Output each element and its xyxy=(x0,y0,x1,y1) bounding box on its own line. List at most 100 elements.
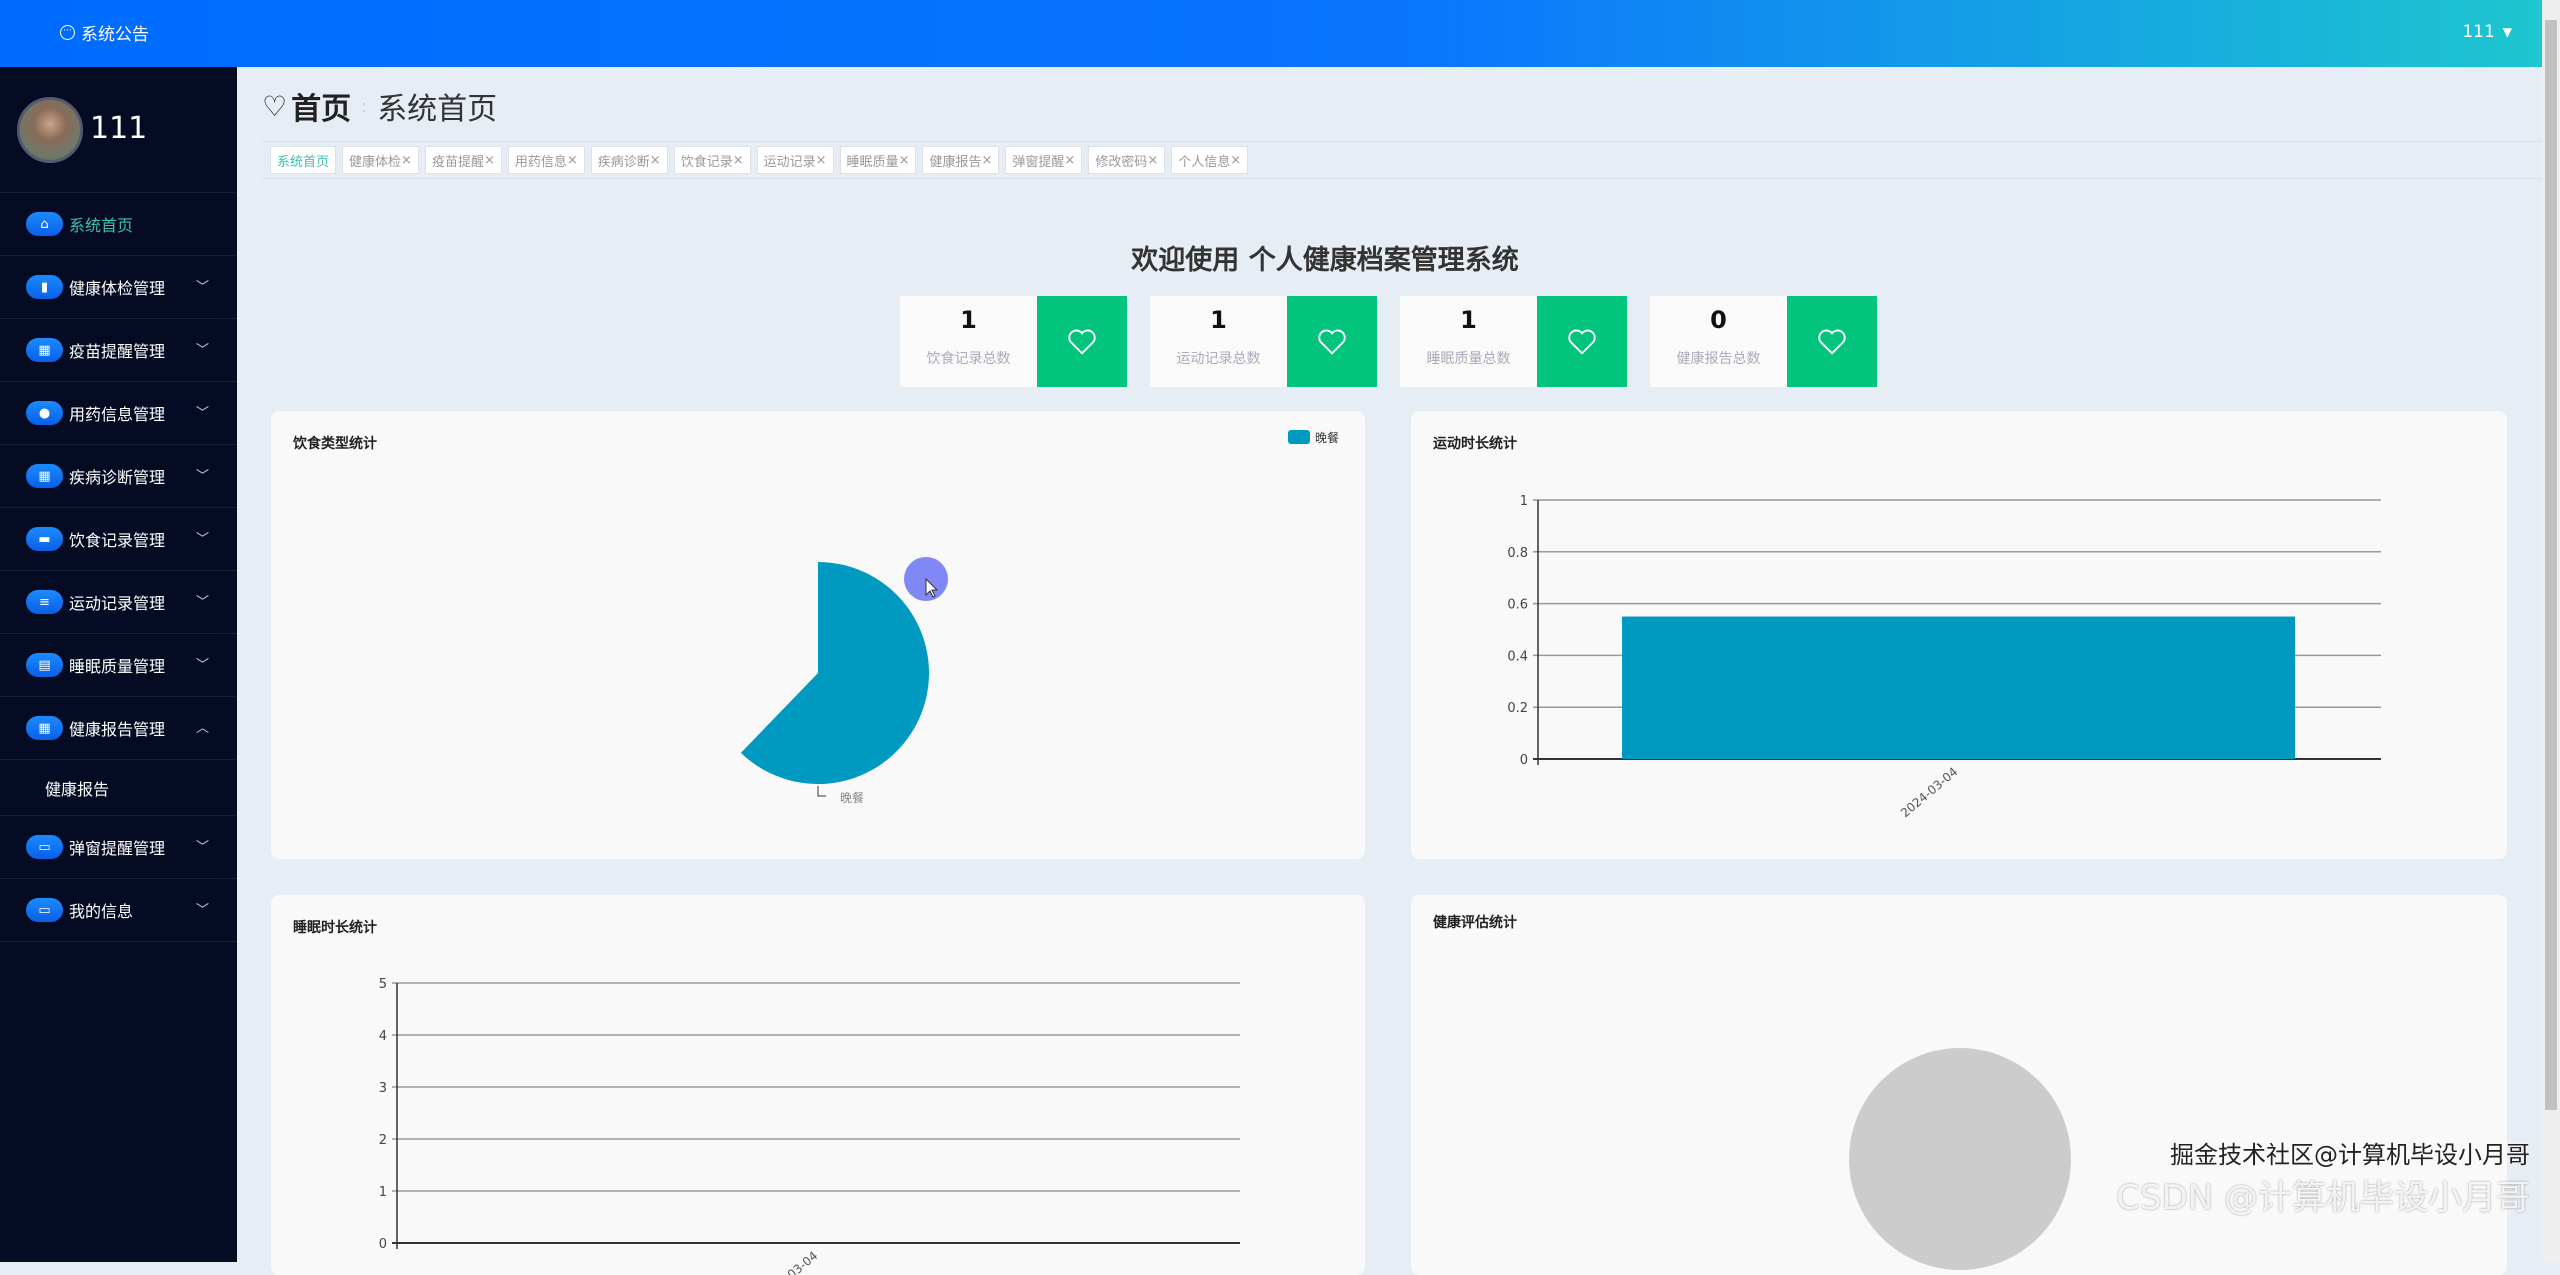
sidebar-item-label: 饮食记录管理 xyxy=(69,531,166,550)
chevron-down-icon: ﹀ xyxy=(196,595,210,610)
empty-pie xyxy=(1849,1048,2071,1270)
tab-6[interactable]: 运动记录 × xyxy=(756,146,834,174)
tab-0[interactable]: 系统首页 xyxy=(270,146,337,174)
y-tick-label: 1 xyxy=(379,1185,387,1200)
close-icon[interactable]: × xyxy=(981,152,993,168)
message-icon: ··· xyxy=(60,25,75,40)
tab-label: 健康报告 xyxy=(929,154,982,170)
tab-2[interactable]: 疫苗提醒 × xyxy=(424,146,502,174)
sidebar-item-label: 我的信息 xyxy=(69,902,134,921)
sidebar-item-4[interactable]: ▦ 疾病诊断管理 ﹀ xyxy=(0,445,237,508)
top-header: ··· 系统公告 111 ▼ xyxy=(0,0,2542,67)
pie-label-line xyxy=(817,786,826,797)
stat-card: 1 运动记录总数 xyxy=(1150,296,1377,387)
y-tick-label: 3 xyxy=(379,1081,387,1096)
chevron-up-icon: ︿ xyxy=(196,721,210,736)
tab-11[interactable]: 个人信息 × xyxy=(1171,146,1249,174)
sidebar-item-5[interactable]: ▬ 饮食记录管理 ﹀ xyxy=(0,508,237,571)
tab-9[interactable]: 弹窗提醒 × xyxy=(1005,146,1083,174)
close-icon[interactable]: × xyxy=(566,152,578,168)
close-icon[interactable]: × xyxy=(1064,152,1076,168)
heart-icon: ♡ xyxy=(262,89,288,123)
watermark-juejin: 掘金技术社区@计算机毕设小月哥 xyxy=(2170,1141,2530,1169)
stat-card: 1 饮食记录总数 xyxy=(900,296,1127,387)
breadcrumb-home[interactable]: 首页 xyxy=(291,92,352,127)
sidebar-item-label: 系统首页 xyxy=(69,216,134,235)
tab-1[interactable]: 健康体检 × xyxy=(342,146,419,174)
close-icon[interactable]: × xyxy=(483,152,495,168)
watermark-csdn: CSDN @计算机毕设小月哥 xyxy=(2116,1178,2530,1218)
sidebar: 111 ⌂ 系统首页 ▮ 健康体检管理 ﹀ ▦ 疫苗提醒管理 ﹀ ● 用药信息管理 ﹀ ▦ 疾病诊断管理… xyxy=(0,67,237,1262)
sidebar-item-0[interactable]: ⌂ 系统首页 xyxy=(0,193,237,256)
exercise-bar-chart: 0 0.2 0.4 0.6 0.8 1 2024-03-04 xyxy=(1507,494,2381,820)
heart-icon xyxy=(1037,296,1127,387)
watermark: 掘金技术社区@计算机毕设小月哥 CSDN @计算机毕设小月哥 xyxy=(2116,1140,2530,1218)
y-tick-label: 5 xyxy=(379,977,387,992)
sidebar-item-8[interactable]: ▦ 健康报告管理 ︿ xyxy=(0,697,237,760)
notice-label: 系统公告 xyxy=(81,25,149,45)
close-icon[interactable]: × xyxy=(1230,152,1242,168)
tab-8[interactable]: 健康报告 × xyxy=(922,146,1000,174)
tab-7[interactable]: 睡眠质量 × xyxy=(839,146,917,174)
close-icon[interactable]: × xyxy=(649,152,661,168)
sidebar-item-3[interactable]: ● 用药信息管理 ﹀ xyxy=(0,382,237,445)
page-scrollbar[interactable] xyxy=(2542,0,2560,1262)
sidebar-item-9[interactable]: ▭ 弹窗提醒管理 ﹀ xyxy=(0,816,237,879)
cursor-icon xyxy=(925,577,939,598)
breadcrumb: ♡ 首页 : 系统首页 xyxy=(262,84,497,128)
health-pie-chart xyxy=(1849,1048,2071,1270)
close-icon[interactable]: × xyxy=(815,152,827,168)
scrollbar-thumb[interactable] xyxy=(2545,20,2557,1110)
welcome-title: 欢迎使用 个人健康档案管理系统 xyxy=(1131,245,1519,276)
sidebar-item-6[interactable]: ≡ 运动记录管理 ﹀ xyxy=(0,571,237,634)
breadcrumb-separator: : xyxy=(361,95,368,117)
sidebar-item-label: 疾病诊断管理 xyxy=(69,468,166,487)
user-menu[interactable]: 111 ▼ xyxy=(2462,22,2512,42)
bulb-icon: ● xyxy=(26,401,63,425)
tab-label: 饮食记录 xyxy=(680,154,733,170)
tab-4[interactable]: 疾病诊断 × xyxy=(590,146,668,174)
tab-5[interactable]: 饮食记录 × xyxy=(673,146,751,174)
tab-label: 修改密码 xyxy=(1095,154,1148,170)
chevron-down-icon: ﹀ xyxy=(196,406,210,421)
stat-label: 饮食记录总数 xyxy=(926,351,1011,367)
breadcrumb-current: 系统首页 xyxy=(377,92,498,127)
close-icon[interactable]: × xyxy=(898,152,910,168)
close-icon[interactable]: × xyxy=(1147,152,1159,168)
caret-down-icon: ▼ xyxy=(2502,25,2512,39)
system-notice-link[interactable]: ··· 系统公告 xyxy=(60,20,149,45)
chevron-down-icon: ﹀ xyxy=(196,343,210,358)
home-icon: ⌂ xyxy=(26,212,63,236)
sidebar-item-1[interactable]: ▮ 健康体检管理 ﹀ xyxy=(0,256,237,319)
chevron-down-icon: ﹀ xyxy=(196,658,210,673)
chart-title: 健康评估统计 xyxy=(1433,915,1517,931)
card-icon: ▭ xyxy=(26,898,63,922)
sidebar-subitem[interactable]: 健康报告 xyxy=(0,760,237,816)
chevron-down-icon: ﹀ xyxy=(196,469,210,484)
sidebar-item-label: 健康体检管理 xyxy=(69,279,166,298)
sidebar-item-10[interactable]: ▭ 我的信息 ﹀ xyxy=(0,879,237,942)
tab-3[interactable]: 用药信息 × xyxy=(507,146,585,174)
heart-icon xyxy=(1287,296,1377,387)
chart-title: 睡眠时长统计 xyxy=(293,920,377,936)
tab-label: 疫苗提醒 xyxy=(431,154,484,170)
grid-icon: ▦ xyxy=(26,716,63,740)
close-icon[interactable]: × xyxy=(401,152,412,168)
heart-icon xyxy=(1537,296,1627,387)
sidebar-item-7[interactable]: ▤ 睡眠质量管理 ﹀ xyxy=(0,634,237,697)
y-tick-label: 0.8 xyxy=(1507,546,1528,561)
monitor-icon: ▭ xyxy=(26,835,63,859)
chart-title: 饮食类型统计 xyxy=(293,436,377,452)
sidebar-item-label: 弹窗提醒管理 xyxy=(69,839,166,858)
sidebar-item-label: 用药信息管理 xyxy=(69,405,166,424)
grid-icon: ▦ xyxy=(26,338,63,362)
tabs-bar: 系统首页 健康体检 × 疫苗提醒 × 用药信息 × 疾病诊断 × 饮食记录 × 运动记录 × 睡眠质量 × 健… xyxy=(262,141,2542,179)
sidebar-item-2[interactable]: ▦ 疫苗提醒管理 ﹀ xyxy=(0,319,237,382)
tab-10[interactable]: 修改密码 × xyxy=(1088,146,1166,174)
close-icon[interactable]: × xyxy=(732,152,744,168)
sliders-icon: ≡ xyxy=(26,590,63,614)
health-assessment-chart-card: 健康评估统计 xyxy=(1411,895,2507,1275)
profile: 111 xyxy=(0,67,237,193)
tab-label: 弹窗提醒 xyxy=(1012,154,1065,170)
